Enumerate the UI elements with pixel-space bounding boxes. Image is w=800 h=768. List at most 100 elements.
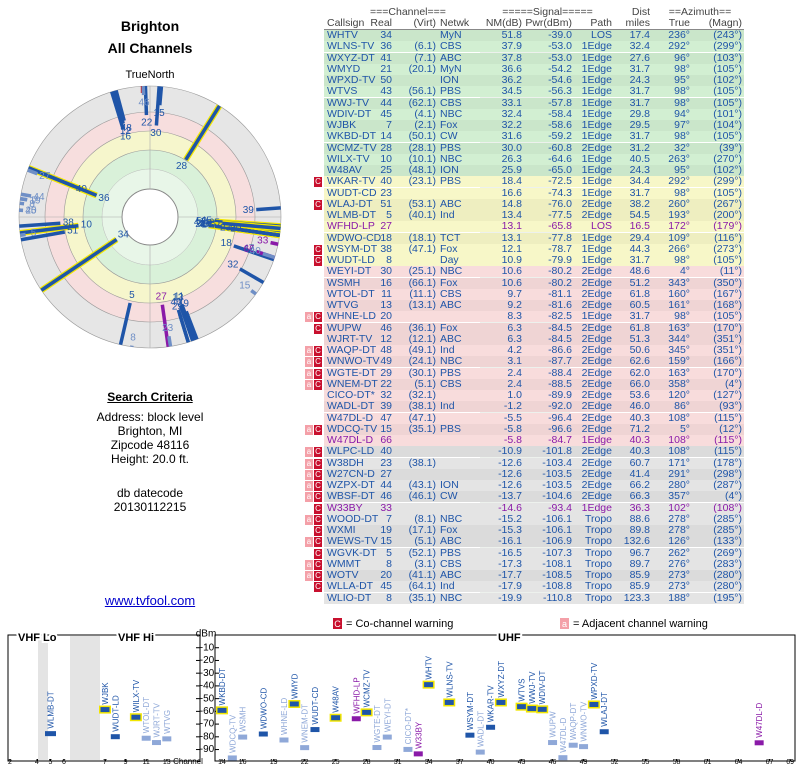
spoke-label: 10 — [81, 219, 93, 230]
bar-label: WFHD-LP — [352, 677, 361, 713]
vhf-hi-label: VHF Hi — [118, 632, 154, 644]
cell-net: Ind — [440, 209, 455, 221]
cell-pwr: -103.5 — [542, 467, 572, 480]
power-bar — [465, 732, 475, 738]
cell-virt: (30.1) — [408, 366, 436, 379]
cell-path: 1Edge — [581, 164, 612, 176]
cell-virt: (18.1) — [408, 231, 436, 244]
cell-az: 161° — [668, 299, 690, 311]
cell-net: ABC — [440, 569, 462, 581]
table-row: WKBD-DT 14 (50.1) CW 31.6 -59.2 1Edge 31.7 98° (1… — [324, 131, 744, 143]
table-row: WFHD-LP 27 13.1 -65.8 LOS 16.5 172° (179°) — [324, 221, 744, 233]
cell-az: 5° — [679, 422, 690, 435]
cell-call: WDCQ-TV — [327, 422, 378, 435]
cell-nm: 3.1 — [507, 355, 522, 368]
cell-net: NBC — [440, 107, 463, 120]
co-warning: C — [314, 256, 322, 266]
cell-az: 171° — [668, 456, 690, 469]
cell-dist: 41.4 — [629, 467, 650, 480]
cell-az: 266° — [668, 242, 690, 255]
table-row: CICO-DT* 32 (32.1) 1.0 -89.9 2Edge 53.6 120° (12… — [324, 390, 744, 401]
bar-label: WADL-DT — [476, 711, 485, 747]
power-bar — [141, 735, 151, 741]
cell-az: 276° — [668, 557, 690, 570]
power-bar — [548, 740, 558, 746]
cell-real: 50 — [380, 74, 392, 86]
cell-real: 25 — [380, 164, 392, 176]
cell-az: 273° — [668, 569, 690, 581]
cell-nm: 14.8 — [501, 197, 522, 210]
power-bar — [517, 704, 527, 710]
cell-pwr: -53.0 — [548, 40, 572, 53]
x-tick-label: 6 — [62, 759, 66, 766]
cell-pwr: -79.9 — [548, 254, 572, 266]
cell-pwr: -74.3 — [548, 186, 572, 199]
adj-warning: a — [305, 537, 313, 548]
power-bar — [558, 755, 568, 761]
cell-virt: (36.1) — [408, 321, 436, 334]
spoke-label: 48 — [121, 123, 133, 134]
table-row: WCMZ-TV 28 (28.1) PBS 30.0 -60.8 2Edge 31.2 32° (… — [324, 141, 744, 154]
cell-virt: (10.1) — [408, 152, 436, 165]
cell-az: 357° — [668, 490, 690, 503]
cell-dist: 62.6 — [629, 355, 650, 368]
site-link[interactable]: www.tvfool.com — [104, 593, 196, 608]
cell-call: WXMI — [327, 524, 356, 536]
spoke-label: 16 — [120, 132, 132, 143]
spoke-label: 41 — [194, 217, 206, 228]
spoke — [27, 168, 38, 176]
cell-call: WILX-TV — [327, 152, 370, 165]
cell-virt: (43.1) — [408, 479, 436, 491]
bar-label: WGTE-DT — [373, 705, 382, 742]
cell-nm: 32.4 — [501, 107, 522, 120]
co-warning: C — [314, 537, 322, 548]
cell-real: 40 — [380, 175, 392, 188]
co-warning: C — [314, 481, 322, 491]
criteria-line: Zipcode 48116 — [110, 438, 190, 452]
cell-dist: 31.7 — [629, 85, 650, 98]
cell-call: WJBK — [327, 119, 357, 131]
y-tick-label: -90 — [200, 744, 215, 755]
cell-nm: 6.3 — [507, 321, 522, 334]
cell-virt: (23.1) — [408, 175, 436, 188]
cell-real: 44 — [380, 96, 392, 109]
x-tick-label: 52 — [611, 759, 619, 766]
cell-real: 5 — [386, 546, 392, 559]
cell-nm: -10.9 — [498, 445, 522, 458]
power-bar — [152, 740, 161, 746]
cell-dist: 66.0 — [629, 377, 650, 390]
spoke-label: 18 — [221, 238, 233, 249]
co-warning: C — [314, 503, 322, 514]
bar-label: W47DL-D — [559, 717, 568, 752]
cell-virt: (12.1) — [408, 332, 436, 345]
cell-az: 188° — [668, 591, 690, 604]
spoke-label: 44 — [33, 192, 45, 203]
db-code: 20130112215 — [113, 500, 187, 514]
cell-nm: 32.2 — [501, 119, 522, 131]
cell-call: W27CN-D — [327, 467, 375, 480]
table-row: W47DL-D 66 -5.8 -84.7 1Edge 40.3 108° (115°) — [324, 435, 744, 446]
cell-call: WHTV — [327, 29, 358, 41]
table-row: WUDT-CD 23 16.6 -74.3 1Edge 31.7 98° (105°) — [324, 186, 744, 199]
power-bar — [258, 731, 268, 737]
cell-az: 86° — [674, 400, 690, 413]
cell-pwr: -60.8 — [548, 141, 572, 154]
cell-real: 30 — [380, 265, 392, 278]
cell-real: 46 — [380, 490, 392, 503]
cell-nm: 13.4 — [501, 209, 522, 221]
y-tick-label: -20 — [200, 655, 215, 666]
cell-nm: 6.3 — [507, 332, 522, 345]
cell-virt: (28.1) — [408, 141, 436, 154]
cell-az: 98° — [674, 310, 690, 323]
cell-call: WGTE-DT — [327, 366, 376, 379]
cell-nm: 37.9 — [501, 40, 522, 53]
bar-label: WUDT-LD — [111, 695, 120, 732]
table-row: WSMH 16 (66.1) Fox 10.6 -80.2 2Edge 51.2 343° (35… — [324, 276, 744, 289]
spoke-label: 45 — [201, 216, 213, 227]
power-bar — [424, 682, 434, 688]
bar-label: WSMH — [239, 707, 248, 733]
cell-az: 98° — [674, 85, 690, 98]
spoke — [19, 224, 79, 235]
cell-mag: (350°) — [713, 276, 742, 289]
cell-az: 120° — [668, 389, 690, 401]
